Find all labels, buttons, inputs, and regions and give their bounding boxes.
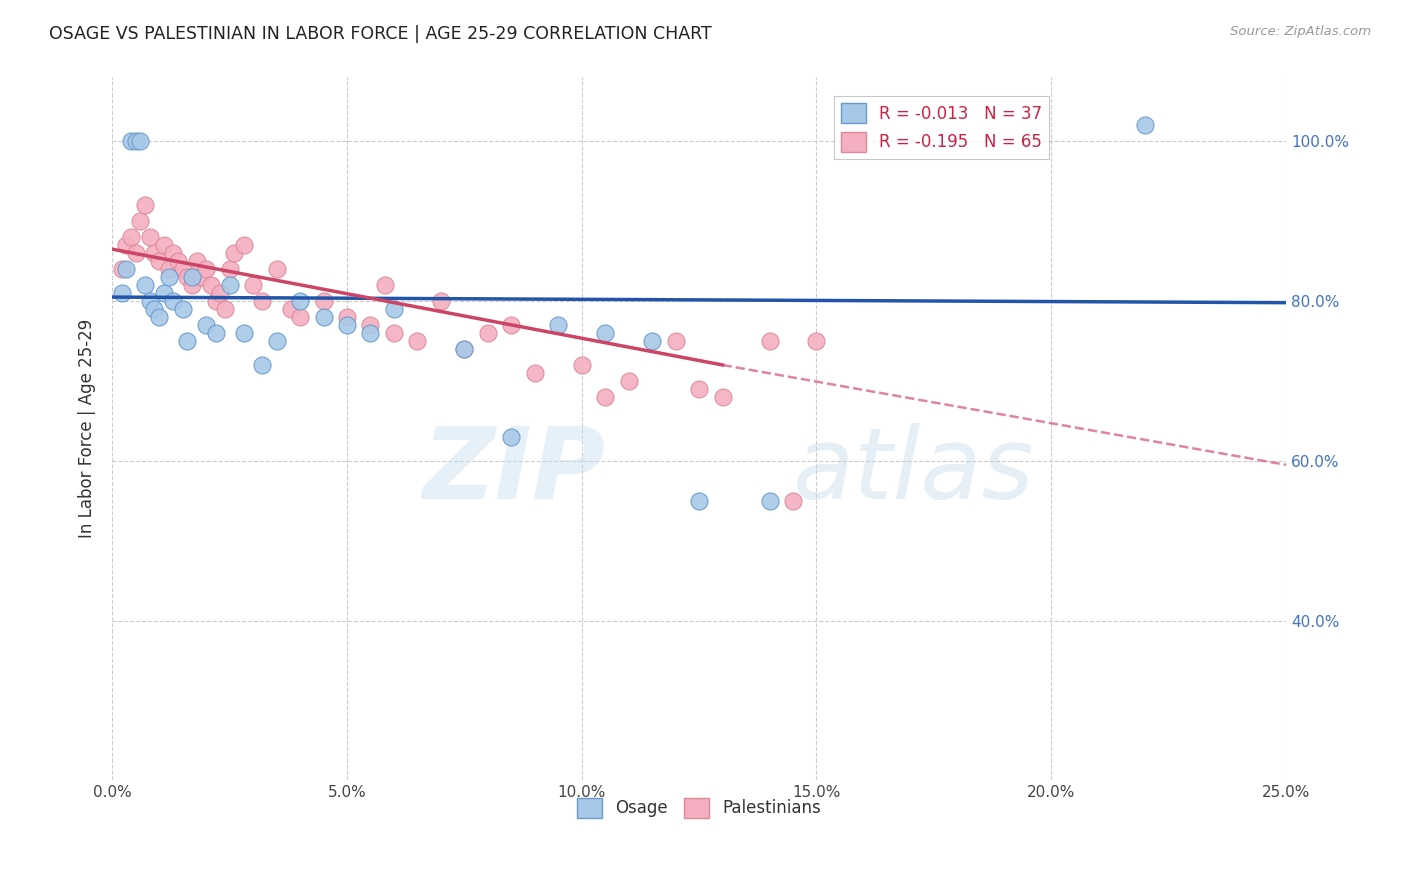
Point [430,294,453,309]
Point [252,358,274,372]
Point [806,334,828,348]
Point [382,301,405,316]
Text: atlas: atlas [793,423,1035,519]
Point [312,294,335,309]
Point [153,286,176,301]
Text: ZIP: ZIP [422,423,605,519]
Point [453,342,475,356]
Point [143,246,166,260]
Point [181,278,204,293]
Point [172,262,194,277]
Point [153,238,176,252]
Point [209,286,232,301]
Point [232,238,254,252]
Point [641,334,664,348]
Point [758,493,780,508]
Point [111,286,134,301]
Point [359,326,381,340]
Point [477,326,499,340]
Point [501,430,523,444]
Point [711,390,734,404]
Point [288,294,311,309]
Point [688,382,710,396]
Point [120,230,142,244]
Point [252,294,274,309]
Point [176,334,198,348]
Point [218,278,240,293]
Point [218,262,240,277]
Text: Source: ZipAtlas.com: Source: ZipAtlas.com [1230,25,1371,38]
Point [359,318,381,332]
Point [336,310,359,324]
Point [157,270,180,285]
Point [406,334,429,348]
Point [129,214,152,228]
Point [195,318,218,332]
Point [266,262,288,277]
Point [125,134,148,148]
Point [617,374,640,388]
Point [115,262,138,277]
Point [288,310,311,324]
Point [120,134,142,148]
Point [547,318,569,332]
Legend: Osage, Palestinians: Osage, Palestinians [569,791,828,825]
Point [195,262,218,277]
Point [204,326,226,340]
Point [242,278,264,293]
Point [139,294,162,309]
Point [782,493,804,508]
Point [172,301,194,316]
Point [181,270,204,285]
Point [129,134,152,148]
Point [162,246,184,260]
Point [134,278,156,293]
Point [571,358,593,372]
Point [1133,119,1156,133]
Point [190,270,212,285]
Point [336,318,359,332]
Point [501,318,523,332]
Point [115,238,138,252]
Point [312,310,335,324]
Point [280,301,302,316]
Point [374,278,396,293]
Point [111,262,134,277]
Point [167,254,190,268]
Point [176,270,198,285]
Text: OSAGE VS PALESTINIAN IN LABOR FORCE | AGE 25-29 CORRELATION CHART: OSAGE VS PALESTINIAN IN LABOR FORCE | AG… [49,25,711,43]
Point [214,301,236,316]
Point [125,246,148,260]
Point [143,301,166,316]
Point [688,493,710,508]
Point [134,198,156,212]
Point [665,334,688,348]
Point [758,334,780,348]
Point [266,334,288,348]
Point [523,366,546,380]
Point [148,310,170,324]
Point [224,246,246,260]
Point [157,262,180,277]
Point [162,294,184,309]
Point [232,326,254,340]
Point [148,254,170,268]
Point [200,278,222,293]
Point [593,326,616,340]
Point [453,342,475,356]
Point [186,254,208,268]
Point [593,390,616,404]
Point [382,326,405,340]
Point [139,230,162,244]
Y-axis label: In Labor Force | Age 25-29: In Labor Force | Age 25-29 [79,319,96,539]
Point [204,294,226,309]
